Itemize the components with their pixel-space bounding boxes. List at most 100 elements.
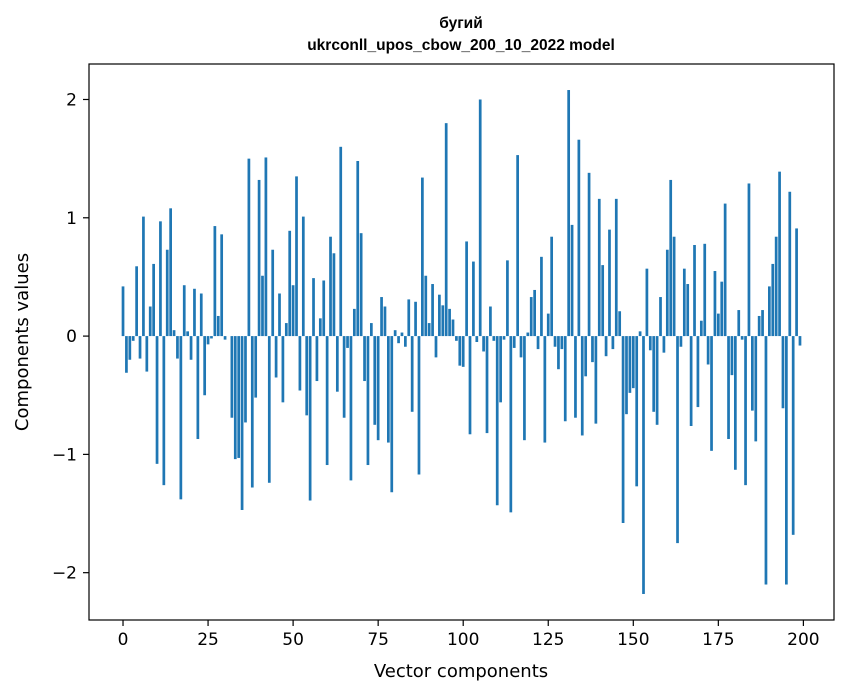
bar [233, 336, 237, 460]
bar [312, 278, 315, 337]
bar [785, 336, 788, 585]
bar [495, 336, 499, 506]
x-tick-label: 175 [702, 630, 734, 650]
bar [478, 99, 482, 337]
bar [553, 336, 557, 347]
y-tick-label: 2 [66, 90, 77, 110]
x-tick-label: 100 [447, 630, 479, 650]
bar [710, 336, 713, 451]
bar [791, 336, 795, 535]
x-tick-label: 25 [197, 630, 219, 650]
bar [179, 336, 183, 500]
bar [560, 336, 564, 350]
bar [614, 198, 618, 337]
bar [570, 224, 574, 337]
bar [567, 90, 571, 337]
bar [506, 260, 509, 337]
bar [502, 336, 506, 340]
bar [352, 308, 356, 337]
bar [509, 336, 513, 513]
bar [465, 241, 468, 337]
bar [778, 171, 781, 337]
y-axis: −2 −1 0 1 2 [52, 90, 89, 584]
bar [526, 332, 530, 337]
bar [795, 228, 798, 337]
bar [448, 308, 451, 337]
bar [533, 289, 536, 337]
bar [747, 183, 751, 337]
bar [305, 336, 309, 416]
bar [618, 311, 622, 337]
bar [638, 331, 642, 337]
bar [128, 336, 132, 360]
bar [434, 336, 438, 358]
bar [257, 179, 261, 337]
bar [441, 305, 445, 337]
bar [332, 253, 336, 337]
x-axis: 0 25 50 75 100 125 150 175 200 [118, 620, 820, 650]
bar [444, 123, 448, 337]
bar [216, 315, 220, 337]
bar [730, 336, 734, 376]
bar [659, 297, 662, 337]
bar [125, 336, 128, 373]
bar [635, 336, 639, 487]
bar [223, 336, 227, 340]
bar [601, 265, 605, 337]
bar [397, 336, 400, 344]
bar [594, 336, 598, 424]
bar [363, 336, 366, 382]
bar [597, 198, 601, 337]
bar [625, 336, 628, 415]
y-tick-label: −1 [52, 445, 77, 465]
x-axis-label: Vector components [374, 661, 548, 682]
bar [165, 249, 169, 337]
bar [264, 157, 268, 337]
bar [540, 256, 543, 337]
x-tick-label: 200 [787, 630, 819, 650]
bar [203, 336, 207, 396]
bar [271, 249, 275, 337]
bar [757, 315, 761, 337]
bar [254, 336, 258, 398]
bar [308, 336, 312, 501]
bar [213, 226, 217, 337]
bar [682, 268, 686, 337]
bar [485, 336, 489, 434]
bar [288, 230, 292, 337]
bar [284, 323, 288, 337]
bar [689, 336, 693, 426]
bar [737, 310, 741, 337]
bar [693, 245, 696, 337]
bar [740, 336, 744, 340]
bar [169, 208, 172, 337]
bar [706, 336, 710, 365]
x-tick-label: 125 [532, 630, 564, 650]
bar [346, 336, 349, 348]
bar [349, 336, 353, 481]
bar [798, 336, 802, 346]
bar [152, 263, 155, 337]
bar [475, 336, 479, 342]
bar [410, 336, 414, 412]
bar [774, 236, 778, 337]
bar [298, 336, 302, 391]
bar [342, 336, 346, 418]
bar [427, 323, 431, 337]
plot-frame [88, 63, 835, 621]
bar [546, 313, 550, 337]
bar [608, 229, 611, 337]
bar [131, 336, 135, 341]
bar [461, 336, 465, 367]
bar [393, 330, 397, 337]
bar [604, 336, 608, 357]
bar [244, 336, 247, 423]
chart-subtitle: ukrconll_upos_cbow_200_10_2022 model [307, 37, 615, 54]
bar [176, 336, 179, 359]
bar [519, 336, 523, 358]
bar [335, 336, 339, 392]
bar [186, 331, 190, 337]
bar [628, 336, 632, 393]
bar [261, 275, 264, 337]
